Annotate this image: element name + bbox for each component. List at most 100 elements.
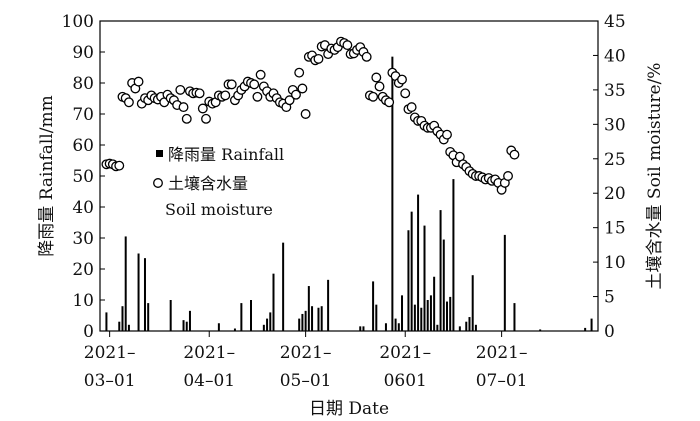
soil-moisture-point	[397, 74, 407, 85]
y-left-tick-label: 100	[62, 12, 94, 32]
y-left-tick-label: 10	[72, 291, 94, 311]
y-left-tick-label: 70	[72, 105, 94, 125]
y-left-tick-label: 30	[72, 229, 94, 249]
rainfall-bar	[445, 301, 448, 331]
x-tick-label-year: 2021–	[280, 343, 332, 363]
rainfall-bar	[217, 323, 220, 331]
rainfall-bar	[410, 211, 413, 331]
soil-moisture-point	[175, 84, 186, 95]
rainfall-bar	[384, 323, 387, 331]
x-axis-title: 日期 Date	[309, 399, 389, 419]
rainfall-bar	[304, 310, 307, 331]
soil-moisture-point	[123, 97, 134, 108]
y-right-tick-label: 45	[604, 12, 626, 32]
soil-moisture-point	[255, 69, 266, 80]
rainfall-bar	[513, 303, 516, 331]
soil-moisture-point	[442, 129, 452, 140]
x-tick-label-monthday: 03–01	[84, 371, 136, 391]
rainfall-bar	[301, 313, 304, 331]
rainfall-bar	[401, 295, 404, 331]
rainfall-bar	[426, 300, 429, 331]
y-right-tick-label: 20	[604, 184, 626, 204]
rainfall-bar	[439, 210, 442, 331]
rainfall-bar	[266, 318, 269, 331]
soil-moisture-point	[384, 97, 395, 108]
y-right-tick-label: 0	[604, 322, 615, 342]
rainfall-bar	[269, 312, 272, 331]
x-tick-label-year: 2021–	[183, 343, 235, 363]
x-tick-label-monthday: 07–01	[476, 371, 528, 391]
rainfall-bar	[407, 230, 410, 331]
soil-moisture-points	[101, 36, 520, 195]
rainfall-bar	[394, 318, 397, 331]
rainfall-bar	[182, 320, 185, 331]
soil-moisture-point	[300, 109, 311, 119]
soil-moisture-point	[400, 88, 411, 99]
rainfall-bar	[413, 304, 416, 331]
rainfall-bar	[185, 321, 188, 331]
rainfall-bar	[433, 276, 436, 331]
rainfall-bar	[147, 303, 150, 331]
legend-rainfall-label: 降雨量 Rainfall	[168, 145, 284, 164]
rainfall-bar	[417, 194, 420, 331]
rainfall-bar	[375, 304, 378, 331]
y-left-axis-title: 降雨量 Rainfall/mm	[37, 95, 57, 256]
rainfall-bar	[452, 179, 455, 331]
x-tick-label-year: 2021–	[84, 343, 136, 363]
soil-moisture-point	[503, 171, 513, 181]
rainfall-bar	[233, 328, 236, 331]
rainfall-bar	[359, 326, 362, 331]
soil-moisture-point	[294, 67, 305, 78]
y-left-tick-label: 80	[72, 74, 94, 94]
y-left-tick-label: 90	[72, 43, 94, 63]
rainfall-bar	[121, 306, 124, 331]
rainfall-bar	[391, 56, 394, 332]
rainfall-bars	[105, 56, 593, 332]
y-right-tick-label: 15	[604, 219, 626, 239]
soil-moisture-point	[133, 76, 144, 87]
y-right-tick-label: 30	[604, 115, 626, 135]
rainfall-bar	[250, 300, 253, 331]
y-right-tick-label: 25	[604, 150, 626, 170]
soil-moisture-point	[342, 40, 353, 51]
y-right-tick-label: 5	[604, 288, 615, 308]
rainfall-bar	[474, 324, 477, 331]
rainfall-bar	[442, 239, 445, 331]
rainfall-bar	[240, 303, 243, 331]
y-right-tick-label: 35	[604, 81, 626, 101]
y-left-tick-label: 40	[72, 198, 94, 218]
soil-moisture-point	[252, 91, 263, 102]
rainfall-bar	[282, 242, 285, 331]
soil-moisture-point	[249, 79, 260, 90]
x-tick-label-monthday: 04–01	[183, 371, 235, 391]
rainfall-bar	[124, 236, 127, 331]
soil-moisture-point	[509, 149, 520, 160]
legend-soil-moisture-label-en: Soil moisture	[165, 200, 273, 219]
y-right-axis-title: 土壤含水量 Soil moisture/%	[644, 63, 665, 290]
soil-moisture-point	[371, 72, 382, 83]
rainfall-bar	[317, 307, 320, 331]
soil-moisture-point	[194, 88, 205, 99]
soil-moisture-point	[297, 83, 308, 94]
rainfall-bar	[298, 318, 301, 331]
y-right-tick-label: 10	[604, 253, 626, 273]
soil-moisture-point	[374, 81, 385, 92]
rainfall-bar	[118, 321, 121, 331]
rainfall-bar	[320, 306, 323, 331]
rainfall-bar	[539, 329, 542, 331]
legend-soil-moisture-label: 土壤含水量	[168, 174, 248, 193]
rainfall-bar	[465, 321, 468, 331]
rainfall-bar	[137, 253, 140, 331]
rainfall-bar	[449, 296, 452, 331]
rainfall-bar	[420, 307, 423, 331]
soil-moisture-point	[220, 90, 231, 101]
legend-rainfall-marker	[156, 150, 163, 157]
rainfall-bar	[429, 295, 432, 331]
rainfall-bar	[423, 225, 426, 331]
soil-moisture-point	[201, 113, 211, 124]
rainfall-bar	[362, 326, 365, 331]
rainfall-bar	[143, 258, 146, 331]
rainfall-bar	[503, 234, 506, 331]
